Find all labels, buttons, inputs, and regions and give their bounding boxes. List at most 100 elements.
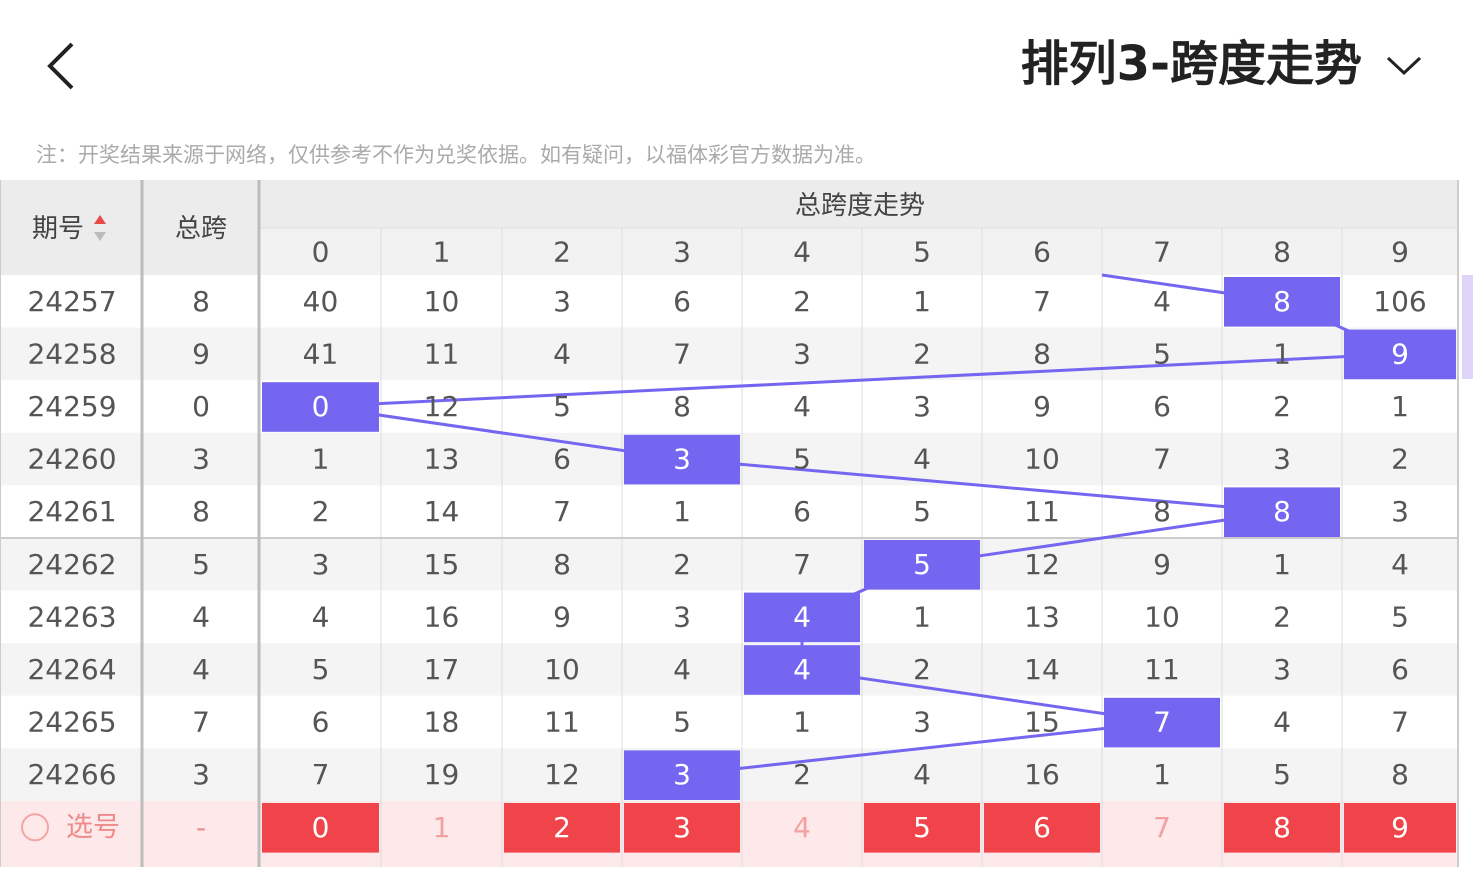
period: 24264 (27, 653, 116, 686)
span-cell: 3 (673, 443, 691, 476)
digit-button[interactable]: 7 (1153, 811, 1171, 844)
digit-button-bg[interactable] (262, 803, 379, 853)
header-span: 总跨 (175, 214, 227, 244)
select-span: - (196, 811, 206, 844)
miss-count: 2 (913, 653, 931, 686)
row-bg (0, 538, 1458, 591)
row-bg (0, 380, 1458, 433)
digit-button-bg[interactable] (1344, 803, 1456, 853)
miss-count: 1 (1153, 758, 1171, 791)
miss-count: 12 (1024, 548, 1060, 581)
row-bg (0, 275, 1458, 328)
span-cell: 5 (913, 548, 931, 581)
miss-count: 106 (1373, 285, 1426, 318)
miss-count: 5 (793, 443, 811, 476)
miss-count: 5 (913, 495, 931, 528)
digit-button[interactable]: 2 (553, 811, 571, 844)
digit-button-bg[interactable] (504, 803, 620, 853)
span: 4 (192, 653, 210, 686)
span-highlight (1104, 697, 1220, 748)
span-highlight (1224, 277, 1340, 327)
row-bg (0, 643, 1458, 696)
title-dropdown[interactable] (1386, 56, 1422, 76)
miss-count: 8 (1033, 337, 1051, 370)
digit-button[interactable]: 1 (433, 811, 451, 844)
span: 3 (192, 758, 210, 791)
sort-up (94, 215, 106, 224)
span-highlight (744, 645, 860, 695)
miss-count: 8 (1153, 495, 1171, 528)
page-title[interactable]: 排列3-跨度走势 (1021, 36, 1362, 92)
digit-button[interactable]: 8 (1273, 811, 1291, 844)
span-highlight (744, 592, 860, 643)
digit-button[interactable]: 6 (1033, 811, 1051, 844)
miss-count: 7 (1033, 285, 1051, 318)
miss-count: 6 (793, 495, 811, 528)
miss-count: 14 (424, 495, 460, 528)
period: 24259 (27, 390, 116, 423)
digit-button-bg[interactable] (624, 803, 740, 853)
digit-button-bg[interactable] (864, 803, 980, 853)
digit-header: 3 (673, 236, 691, 269)
digit-button[interactable]: 4 (793, 811, 811, 844)
miss-count: 4 (312, 600, 330, 633)
miss-count: 2 (1391, 443, 1409, 476)
miss-count: 10 (1024, 443, 1060, 476)
back-button[interactable] (47, 42, 74, 90)
miss-count: 11 (424, 337, 460, 370)
miss-count: 19 (424, 758, 460, 791)
digit-header: 5 (913, 236, 931, 269)
digit-button[interactable]: 0 (312, 811, 330, 844)
miss-count: 3 (312, 548, 330, 581)
miss-count: 7 (312, 758, 330, 791)
miss-count: 5 (1153, 337, 1171, 370)
miss-count: 15 (424, 548, 460, 581)
select-label: 选号 (66, 812, 120, 843)
miss-count: 6 (673, 285, 691, 318)
span: 5 (192, 548, 210, 581)
header-trend: 总跨度走势 (795, 191, 925, 221)
miss-count: 9 (1033, 390, 1051, 423)
digit-button-bg[interactable] (984, 803, 1100, 853)
span: 8 (192, 285, 210, 318)
miss-count: 3 (913, 390, 931, 423)
period: 24257 (27, 285, 116, 318)
span-cell: 7 (1153, 706, 1171, 739)
miss-count: 4 (913, 758, 931, 791)
trend-line (681, 457, 1283, 514)
digit-header: 8 (1273, 236, 1291, 269)
miss-count: 8 (1391, 758, 1409, 791)
miss-count: 4 (913, 443, 931, 476)
miss-count: 6 (312, 706, 330, 739)
trend-line (801, 668, 1163, 724)
digit-button-bg[interactable] (1224, 803, 1340, 853)
miss-count: 1 (1273, 337, 1291, 370)
miss-count: 2 (673, 548, 691, 581)
miss-count: 2 (793, 285, 811, 318)
header-period[interactable]: 期号 (32, 214, 84, 244)
miss-count: 7 (1391, 706, 1409, 739)
period: 24265 (27, 706, 116, 739)
miss-count: 2 (1273, 390, 1291, 423)
span-cell: 4 (793, 600, 811, 633)
row-bg (0, 695, 1458, 749)
span-cell: 4 (793, 653, 811, 686)
miss-count: 1 (673, 495, 691, 528)
span-highlight (1344, 329, 1456, 380)
miss-count: 5 (1391, 600, 1409, 633)
trend-line (681, 720, 1163, 777)
miss-count: 7 (1153, 443, 1171, 476)
digit-button[interactable]: 3 (673, 811, 691, 844)
digit-header: 1 (433, 236, 451, 269)
miss-count: 5 (673, 706, 691, 739)
digit-header: 2 (553, 236, 571, 269)
miss-count: 3 (1391, 495, 1409, 528)
period: 24260 (27, 443, 116, 476)
digit-button[interactable]: 5 (913, 811, 931, 844)
digit-button[interactable]: 9 (1391, 811, 1409, 844)
miss-count: 18 (424, 706, 460, 739)
miss-count: 7 (553, 495, 571, 528)
select-radio[interactable] (21, 813, 49, 842)
miss-count: 16 (424, 600, 460, 633)
span-highlight (1224, 487, 1340, 537)
